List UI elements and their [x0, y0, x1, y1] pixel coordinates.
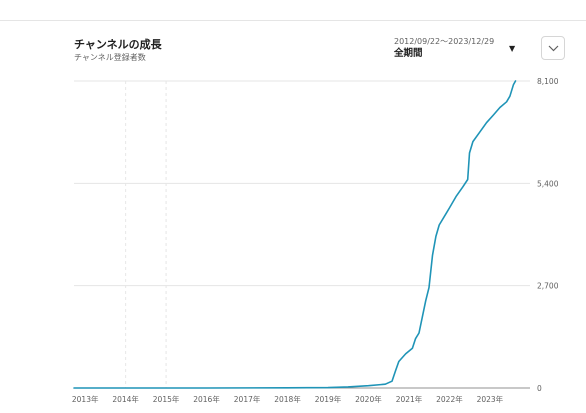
period-dropdown[interactable]: 全期間 ▼: [392, 44, 522, 60]
x-axis-ticks: 2013年 2014年 2015年 2016年 2017年 2018年 2019年 2020年…: [72, 394, 504, 404]
chart-title: チャンネルの成長: [74, 38, 162, 51]
x-tick-label: 2020年: [355, 394, 382, 404]
x-tick-label: 2017年: [234, 394, 261, 404]
top-divider: [0, 20, 586, 21]
y-tick-label: 0: [537, 384, 542, 393]
x-tick-label: 2013年: [72, 394, 99, 404]
y-tick-label: 2,700: [537, 282, 559, 291]
period-label: 全期間: [394, 48, 423, 59]
y-tick-label: 5,400: [537, 179, 559, 188]
caret-down-icon: ▼: [509, 44, 516, 53]
x-tick-label: 2023年: [477, 394, 504, 404]
x-tick-label: 2015年: [153, 394, 180, 404]
x-tick-label: 2022年: [436, 394, 463, 404]
x-tick-label: 2021年: [396, 394, 423, 404]
x-tick-label: 2014年: [112, 394, 139, 404]
date-range-text: 2012/09/22〜2023/12/29: [394, 37, 495, 46]
y-tick-label: 8,100: [537, 77, 559, 86]
x-tick-label: 2019年: [315, 394, 342, 404]
grid-lines: [74, 80, 530, 389]
chart-subtitle: チャンネル登録者数: [74, 53, 146, 62]
series-layer: [73, 80, 517, 389]
y-axis-ticks: 0 2,700 5,400 8,100: [537, 77, 559, 393]
series-line: [73, 80, 517, 389]
x-tick-label: 2016年: [193, 394, 220, 404]
x-tick-label: 2018年: [274, 394, 301, 404]
expand-button[interactable]: [541, 36, 565, 60]
chevron-down-icon: [548, 45, 559, 52]
